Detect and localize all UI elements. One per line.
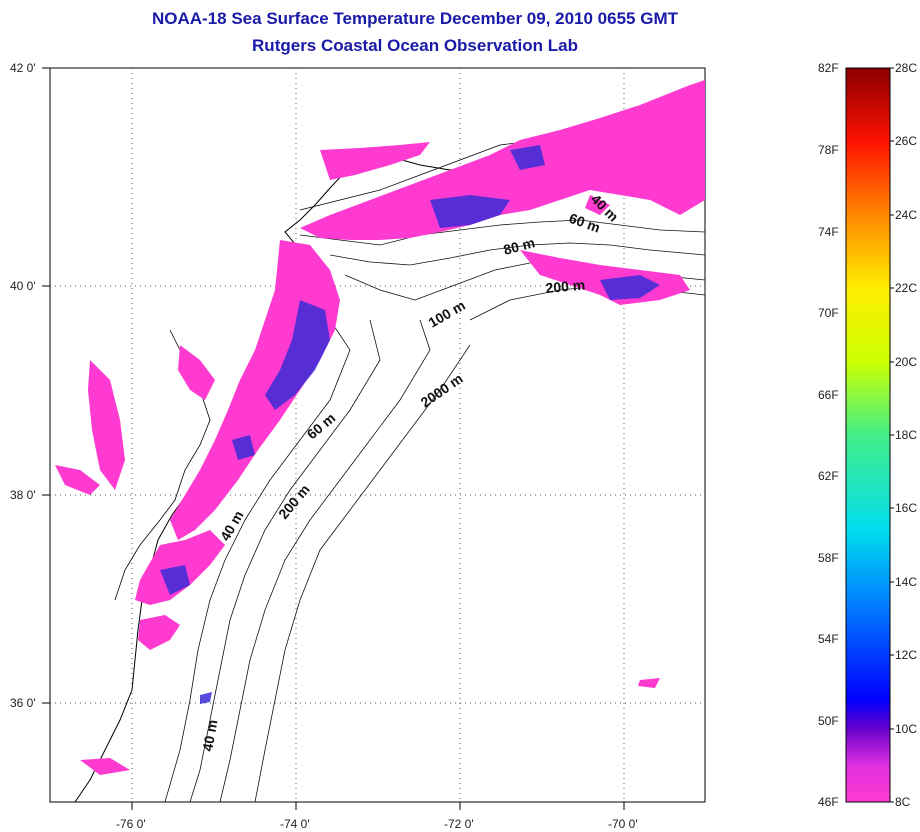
cb-f-74: 74F <box>818 225 839 239</box>
cb-c-14: 14C <box>895 575 917 589</box>
colorbar-ticks <box>890 67 894 803</box>
cb-f-78: 78F <box>818 143 839 157</box>
lat-label-36: 36 0' <box>10 696 36 710</box>
lon-label-70: -70 0' <box>608 817 638 831</box>
cb-c-8: 8C <box>895 795 911 809</box>
cb-c-28: 28C <box>895 61 917 75</box>
cb-f-70: 70F <box>818 306 839 320</box>
chart-subtitle: Rutgers Coastal Ocean Observation Lab <box>252 36 578 55</box>
chart-title: NOAA-18 Sea Surface Temperature December… <box>152 9 678 28</box>
lat-label-40: 40 0' <box>10 279 36 293</box>
contour-label-80m: 80 m <box>502 234 537 258</box>
lat-label-42: 42 0' <box>10 61 36 75</box>
lon-label-72: -72 0' <box>444 817 474 831</box>
cb-c-16: 16C <box>895 501 917 515</box>
colorbar <box>845 67 891 803</box>
contour-label-40m-cape: 40 m <box>199 718 220 752</box>
lat-label-38: 38 0' <box>10 488 36 502</box>
cb-f-82: 82F <box>818 61 839 75</box>
cb-f-46: 46F <box>818 795 839 809</box>
sst-cool-patches <box>160 145 660 704</box>
cb-f-54: 54F <box>818 632 839 646</box>
colorbar-f-labels: 82F 78F 74F 70F 66F 62F 58F 54F 50F 46F <box>818 61 839 809</box>
contour-label-200m: 200 m <box>545 277 586 296</box>
cb-f-66: 66F <box>818 388 839 402</box>
lon-label-76: -76 0' <box>116 817 146 831</box>
cb-c-12: 12C <box>895 648 917 662</box>
cb-f-50: 50F <box>818 714 839 728</box>
cb-f-62: 62F <box>818 469 839 483</box>
cb-c-18: 18C <box>895 428 917 442</box>
cb-c-22: 22C <box>895 281 917 295</box>
cb-c-20: 20C <box>895 355 917 369</box>
cb-f-58: 58F <box>818 551 839 565</box>
axis-ticks <box>42 67 625 810</box>
cb-c-10: 10C <box>895 722 917 736</box>
cb-c-24: 24C <box>895 208 917 222</box>
lon-label-74: -74 0' <box>280 817 310 831</box>
cb-c-26: 26C <box>895 134 917 148</box>
colorbar-c-labels: 28C 26C 24C 22C 20C 18C 16C 14C 12C 10C … <box>895 61 917 809</box>
